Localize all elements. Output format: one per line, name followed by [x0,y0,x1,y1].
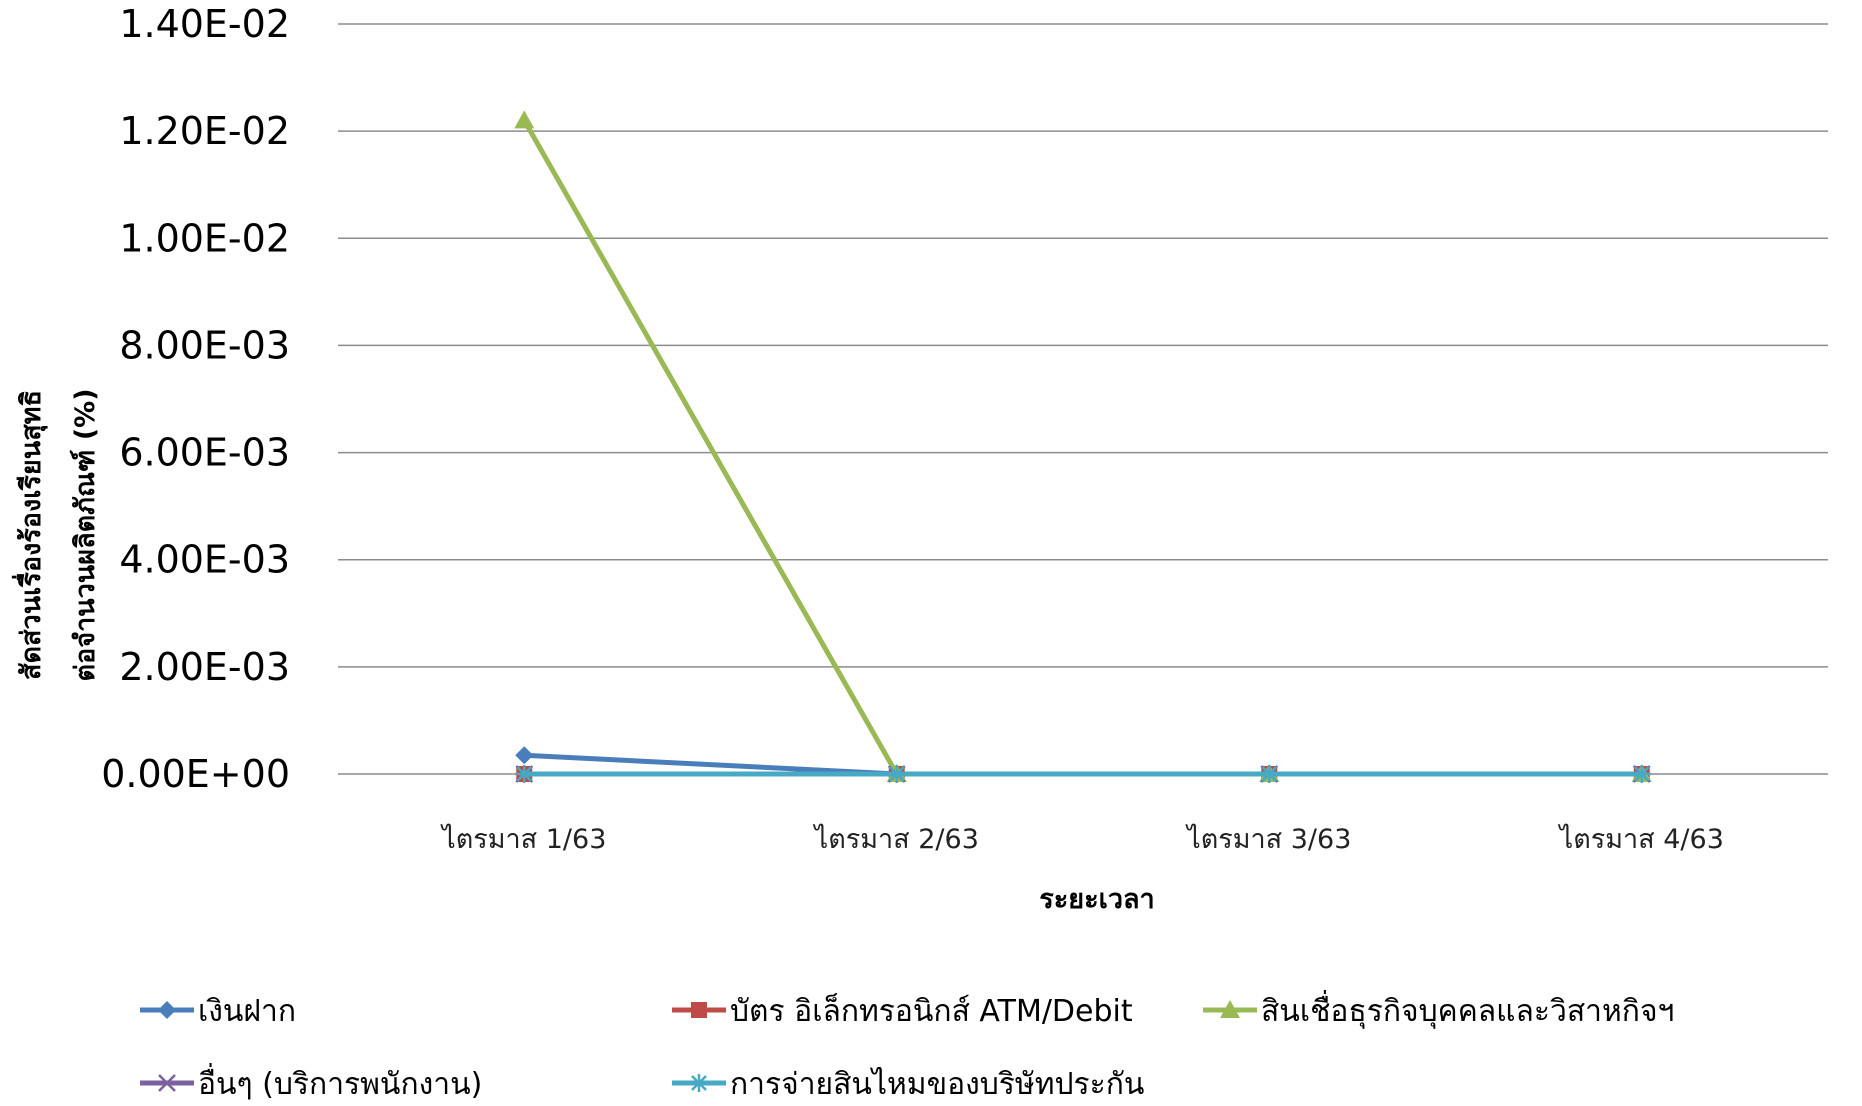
legend-marker [158,1001,176,1019]
x-tick-label: ไตรมาส 3/63 [1185,824,1351,855]
legend-marker [158,1074,176,1092]
series-5 [515,765,1651,783]
legend-item: อื่นๆ (บริการพนักงาน) [140,1063,482,1102]
y-tick-label: 2.00E-03 [119,645,290,689]
y-axis-title: สัดส่วนเรื่องร้องเรียนสุทธิ ต่อจำนวนผลิต… [11,388,101,681]
y-tick-label: 8.00E-03 [119,323,290,367]
y-tick-labels: 0.00E+00 2.00E-03 4.00E-03 6.00E-03 8.00E-03… [101,2,290,796]
legend: เงินฝาก บัตร อิเล็กทรอนิกส์ ATM/Debit สินเ… [140,990,1674,1102]
series-1 [515,746,1651,783]
x-tick-label: ไตรมาส 2/63 [813,824,979,855]
data-point [887,765,906,783]
y-tick-label: 6.00E-03 [119,431,290,475]
y-tick-label: 1.00E-02 [119,216,290,260]
data-point [514,110,535,129]
data-point [515,765,534,783]
x-tick-label: ไตรมาส 4/63 [1558,824,1724,855]
legend-label: บัตร อิเล็กทรอนิกส์ ATM/Debit [730,992,1133,1029]
series-3 [514,110,1652,782]
legend-marker [691,1002,707,1018]
series-lines [514,110,1652,783]
legend-label: สินเชื่อธุรกิจบุคคลและวิสาหกิจฯ [1261,990,1674,1030]
data-point [1260,765,1279,783]
grid-lines [338,23,1828,775]
legend-item: สินเชื่อธุรกิจบุคคลและวิสาหกิจฯ [1203,990,1674,1030]
legend-item: การจ่ายสินไหมของบริษัทประกัน [672,1066,1144,1102]
series-line [524,752,1642,777]
data-point [1632,765,1651,783]
x-axis-title: ระยะเวลา [1039,884,1154,915]
y-axis-title-line-1: สัดส่วนเรื่องร้องเรียนสุทธิ [11,390,48,680]
y-tick-label: 0.00E+00 [101,752,290,796]
y-axis-title-line-2: ต่อจำนวนผลิตภัณฑ์ (%) [69,388,101,681]
legend-label: เงินฝาก [198,994,296,1029]
y-tick-label: 1.40E-02 [119,2,290,46]
legend-label: การจ่ายสินไหมของบริษัทประกัน [730,1066,1144,1102]
y-tick-label: 1.20E-02 [119,109,290,153]
y-tick-label: 4.00E-03 [119,538,290,582]
legend-item: บัตร อิเล็กทรอนิกส์ ATM/Debit [672,992,1133,1029]
x-tick-label: ไตรมาส 1/63 [440,824,606,855]
data-point [515,746,534,765]
legend-label: อื่นๆ (บริการพนักงาน) [198,1063,482,1102]
legend-item: เงินฝาก [140,994,296,1029]
x-tick-labels: ไตรมาส 1/63 ไตรมาส 2/63 ไตรมาส 3/63 ไตรมาส … [440,824,1724,855]
legend-marker [1220,1000,1240,1018]
legend-marker [690,1074,708,1092]
series-line [522,119,1642,777]
